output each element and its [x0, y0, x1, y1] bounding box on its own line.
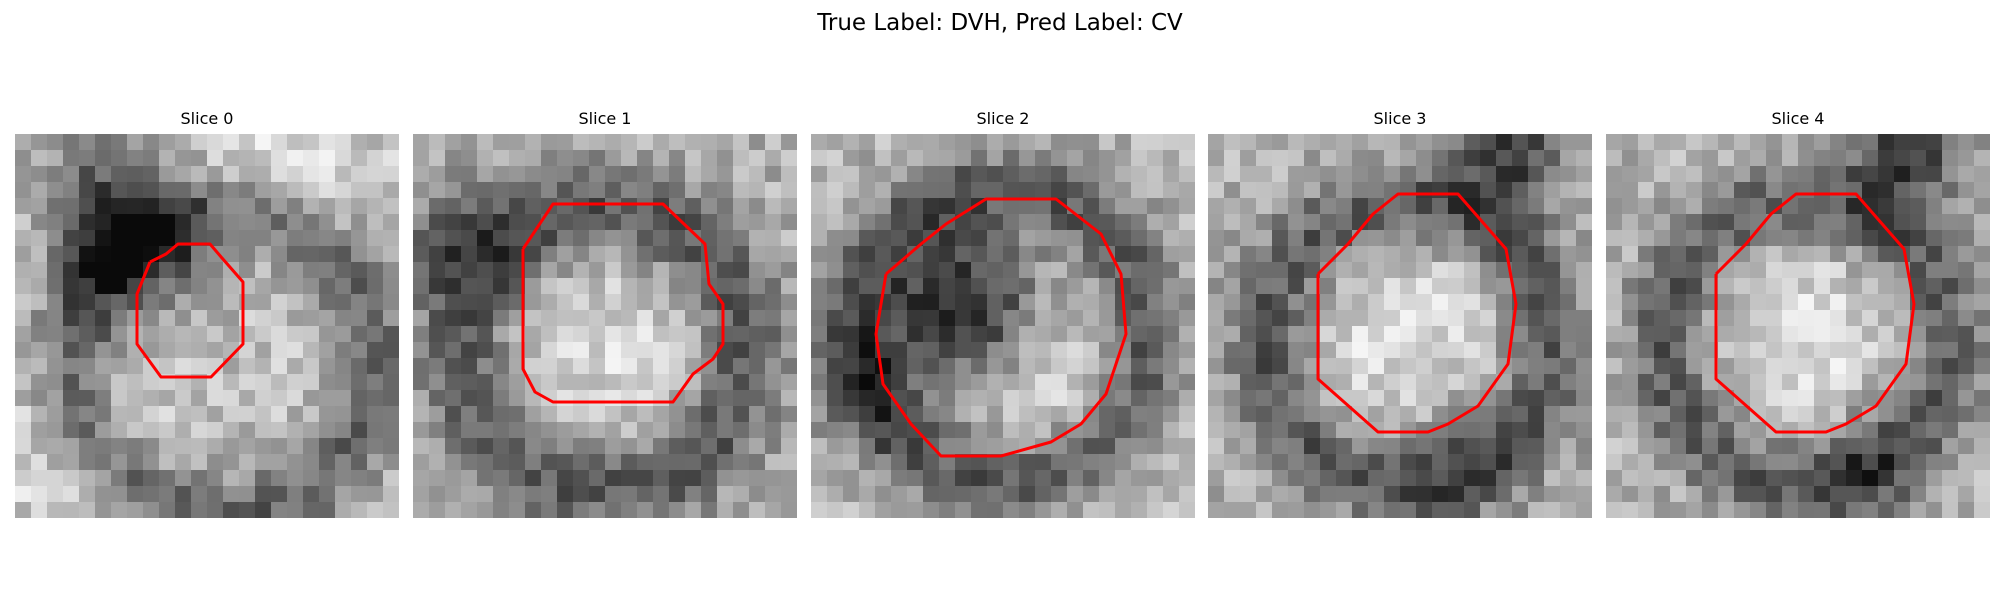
slice-panel-3: Slice 3 — [1208, 108, 1592, 528]
slice-title-0: Slice 0 — [180, 109, 234, 128]
contour-outline-4 — [1714, 192, 1916, 434]
slice-image-0 — [15, 134, 399, 518]
slice-image-4 — [1606, 134, 1990, 518]
slice-title-3: Slice 3 — [1373, 109, 1427, 128]
slice-title-2: Slice 2 — [976, 109, 1030, 128]
slice-image-2 — [811, 134, 1195, 518]
slice-panel-1: Slice 1 — [413, 108, 797, 528]
contour-outline-1 — [521, 202, 725, 404]
slice-image-1 — [413, 134, 797, 518]
figure-title: True Label: DVH, Pred Label: CV — [817, 10, 1183, 36]
contour-outline-3 — [1316, 192, 1518, 434]
slice-panel-4: Slice 4 — [1606, 108, 1990, 528]
slice-title-1: Slice 1 — [578, 109, 632, 128]
slice-panel-2: Slice 2 — [811, 108, 1195, 528]
contour-outline-2 — [874, 197, 1128, 458]
slice-panel-0: Slice 0 — [15, 108, 399, 528]
contour-outline-0 — [135, 242, 245, 379]
slice-title-4: Slice 4 — [1771, 109, 1825, 128]
slice-image-3 — [1208, 134, 1592, 518]
